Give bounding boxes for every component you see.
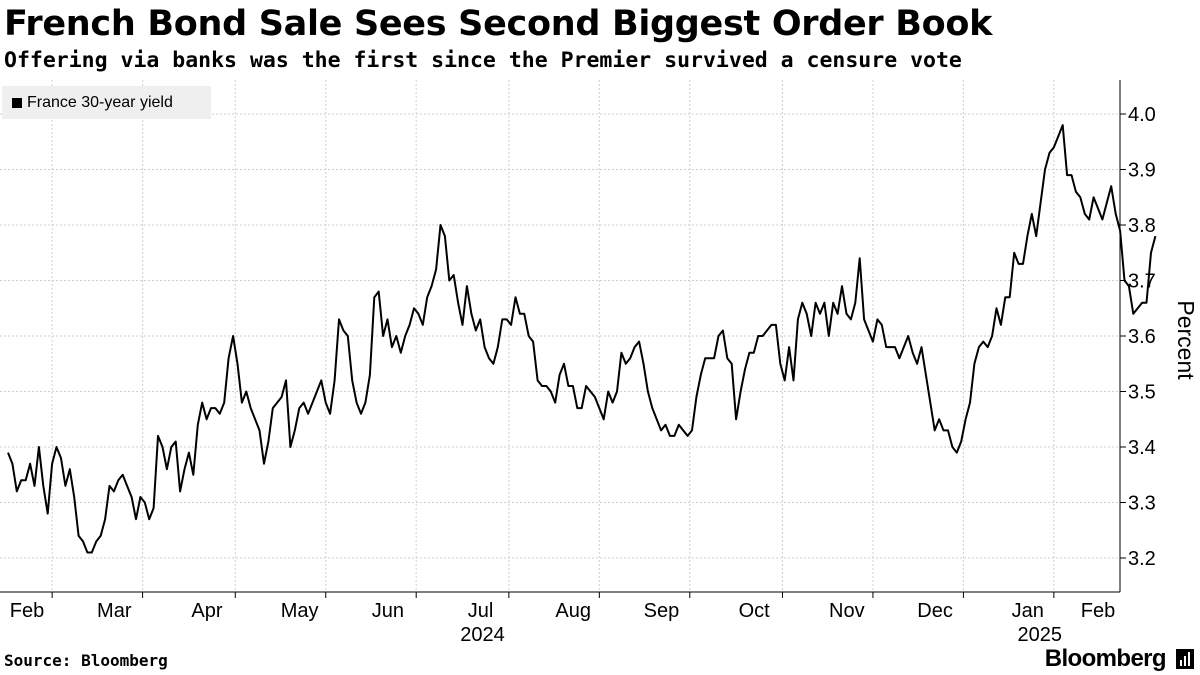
x-tick-label: Jun [372,600,404,622]
axes [0,80,1126,598]
y-tick-label: 3.9 [1128,160,1156,182]
y-tick-label: 3.4 [1128,437,1156,459]
gridlines [0,80,1120,592]
x-tick-label: Nov [829,600,865,622]
x-year-label: 2024 [460,624,505,646]
y-axis-title: Percent [1173,300,1199,380]
y-tick-label: 3.8 [1128,215,1156,237]
x-tick-label: Dec [917,600,953,622]
chart-title: French Bond Sale Sees Second Biggest Ord… [4,4,993,44]
x-tick-label: Jan [1012,600,1044,622]
y-tick-label: 3.5 [1128,382,1156,404]
y-tick-label: 3.2 [1128,548,1156,570]
x-tick-label: Feb [1081,600,1115,622]
x-tick-label: Mar [97,600,132,622]
y-tick-label: 3.3 [1128,493,1156,515]
x-tick-label: Feb [10,600,44,622]
legend-label: France 30-year yield [27,93,173,111]
bloomberg-chart-icon [1176,649,1194,669]
series-line-france-30-year-yield [7,124,1157,554]
legend-swatch [12,97,22,108]
bloomberg-logo: Bloomberg [1044,645,1167,672]
x-tick-label: Sep [644,600,680,622]
x-tick-label: Apr [191,600,222,622]
x-tick-label: Oct [739,600,771,622]
chart-subtitle: Offering via banks was the first since t… [4,48,962,73]
tick-labels: 3.2 3.3 3.4 3.5 3.6 3.7 3.8 3.9 4.0 Feb Mar Apr May J… [10,104,1199,646]
x-tick-label: Aug [555,600,591,622]
x-year-label: 2025 [1017,624,1062,646]
y-tick-label: 3.7 [1128,271,1156,293]
x-tick-label: Jul [468,600,494,622]
legend: France 30-year yield [2,86,211,119]
y-tick-label: 4.0 [1128,104,1156,126]
source-note: Source: Bloomberg [4,651,168,670]
y-tick-label: 3.6 [1128,326,1156,348]
x-tick-label: May [281,600,319,622]
